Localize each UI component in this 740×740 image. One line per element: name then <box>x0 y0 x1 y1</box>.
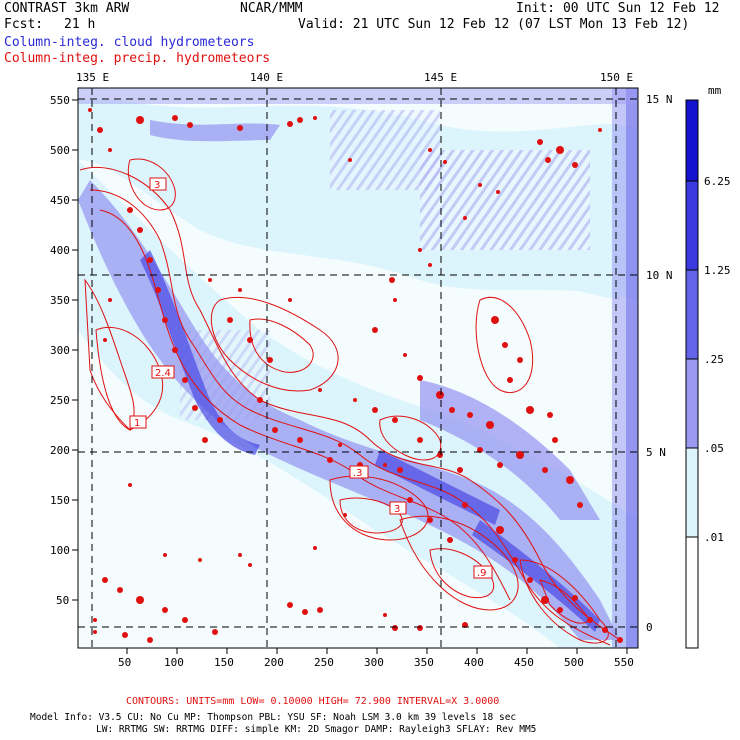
contour-label: .9 <box>477 568 487 579</box>
x-tick-label: 350 <box>414 656 434 669</box>
lon-label: 140 E <box>250 71 284 84</box>
y-tick-label: 50 <box>56 594 70 607</box>
latlon-grid <box>78 88 638 648</box>
lat-label: 0 <box>646 621 653 634</box>
lat-label: 10 N <box>646 269 673 282</box>
x-tick-label: 250 <box>314 656 334 669</box>
precip-cells <box>88 108 623 643</box>
y-tick-label: 400 <box>50 244 70 257</box>
x-tick-label: 300 <box>364 656 384 669</box>
y-tick-label: 300 <box>50 344 70 357</box>
contour-label: 3 <box>154 180 160 191</box>
x-tick-marks <box>126 648 628 654</box>
colorbar-label: 6.25 <box>704 175 731 188</box>
colorbar-label: .05 <box>704 442 724 455</box>
y-tick-label: 200 <box>50 444 70 457</box>
contour-label: 2.4 <box>155 368 171 379</box>
contour-info: CONTOURS: UNITS=mm LOW= 0.10000 HIGH= 72… <box>126 696 500 707</box>
y-tick-label: 500 <box>50 144 70 157</box>
field-cloud-label: Column-integ. cloud hydrometeors <box>4 35 255 50</box>
x-tick-label: 450 <box>514 656 534 669</box>
colorbar-label: 1.25 <box>704 264 731 277</box>
y-tick-label: 150 <box>50 494 70 507</box>
valid-time: Valid: 21 UTC Sun 12 Feb 12 (07 LST Mon … <box>298 17 690 32</box>
x-tick-label: 50 <box>118 656 132 669</box>
contour-label-boxes <box>129 177 493 579</box>
precip-contours <box>79 158 621 646</box>
colorbar <box>685 99 699 649</box>
colorbar-label: .01 <box>704 531 724 544</box>
colorbar-label: .25 <box>704 353 724 366</box>
lat-label: 5 N <box>646 446 666 459</box>
colorbar-bin <box>685 536 699 649</box>
x-tick-label: 100 <box>164 656 184 669</box>
colorbar-bin <box>685 99 699 182</box>
lon-label: 135 E <box>76 71 110 84</box>
y-tick-label: 450 <box>50 194 70 207</box>
lat-label: 15 N <box>646 93 673 106</box>
contour-label: 1 <box>134 418 140 429</box>
x-tick-label: 200 <box>264 656 284 669</box>
fcst-label: Fcst: <box>4 17 44 32</box>
cloud-streaks <box>420 150 590 250</box>
cloud-edge-band <box>78 88 638 104</box>
y-tick-label: 100 <box>50 544 70 557</box>
cloud-edge-band <box>626 88 638 648</box>
y-tick-label: 250 <box>50 394 70 407</box>
field-precip-label: Column-integ. precip. hydrometeors <box>4 51 271 66</box>
model-title: CONTRAST 3km ARW <box>4 1 130 16</box>
fcst-value: 21 h <box>64 17 96 32</box>
colorbar-bin <box>685 269 699 360</box>
contour-label: 3 <box>394 504 400 515</box>
center-title: NCAR/MMM <box>240 1 303 16</box>
physics-info: LW: RRTMG SW: RRTMG DIFF: simple KM: 2D … <box>96 724 537 735</box>
colorbar-bin <box>685 358 699 449</box>
colorbar-bin <box>685 180 699 271</box>
x-tick-label: 500 <box>564 656 584 669</box>
map-frame <box>77 87 639 649</box>
init-time: Init: 00 UTC Sun 12 Feb 12 <box>516 1 720 16</box>
colorbar-bin <box>685 447 699 538</box>
model-info: Model Info: V3.5 CU: No Cu MP: Thompson … <box>30 712 517 723</box>
contour-label: .3 <box>353 468 363 479</box>
x-tick-label: 550 <box>614 656 634 669</box>
y-tick-label: 550 <box>50 94 70 107</box>
lon-label: 145 E <box>424 71 458 84</box>
cloud-streaks <box>330 110 440 190</box>
x-tick-label: 400 <box>464 656 484 669</box>
lon-label: 150 E <box>600 71 634 84</box>
y-tick-label: 350 <box>50 294 70 307</box>
y-tick-marks <box>72 99 78 601</box>
colorbar-unit: mm <box>708 84 722 97</box>
x-tick-label: 150 <box>214 656 234 669</box>
